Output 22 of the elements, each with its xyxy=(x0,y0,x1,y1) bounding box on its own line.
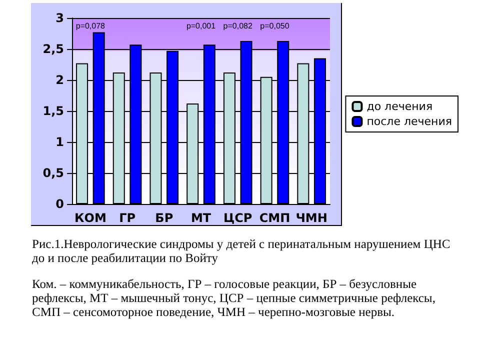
legend-label: после лечения xyxy=(366,115,452,128)
x-tick-label: ЧМН xyxy=(296,211,328,225)
annotation: p=0,001 xyxy=(186,22,216,30)
y-tick-label: 3 xyxy=(56,11,64,25)
x-tick-label: МТ xyxy=(190,211,212,225)
x-tick-label: ГР xyxy=(119,211,136,225)
text: Ком. – коммуникабельность, ГР – голосовые реакции, БР – безусловные рефлексы, МТ – мышечный тонус, ЦСР – цепные симметричные рефлексы, СМП – сенсомоторное поведение, ЧМН – черепно-мозговые нервы. xyxy=(32,277,436,319)
y-tick-label: 1,5 xyxy=(42,104,64,118)
legend-label: до лечения xyxy=(366,100,433,113)
annotation: p=0,082 xyxy=(223,22,253,30)
text: Рис.1.Неврологические синдромы у детей с перинатальным нарушением ЦНС до и после реабилитации по Войту xyxy=(32,237,452,265)
x-tick-label: ЦСР xyxy=(223,211,252,225)
y-tick-label: 2,5 xyxy=(42,42,64,56)
y-tick-label: 0 xyxy=(56,197,64,211)
y-tick-label: 2 xyxy=(56,73,64,87)
x-tick-label: СМП xyxy=(259,211,290,225)
y-tick-label: 1 xyxy=(56,135,64,149)
annotation: p=0,078 xyxy=(76,22,106,30)
annotation: p=0,050 xyxy=(260,22,290,30)
y-tick-label: 0,5 xyxy=(42,166,64,180)
x-tick-label: БР xyxy=(155,211,174,225)
x-tick-label: КОМ xyxy=(74,211,106,225)
